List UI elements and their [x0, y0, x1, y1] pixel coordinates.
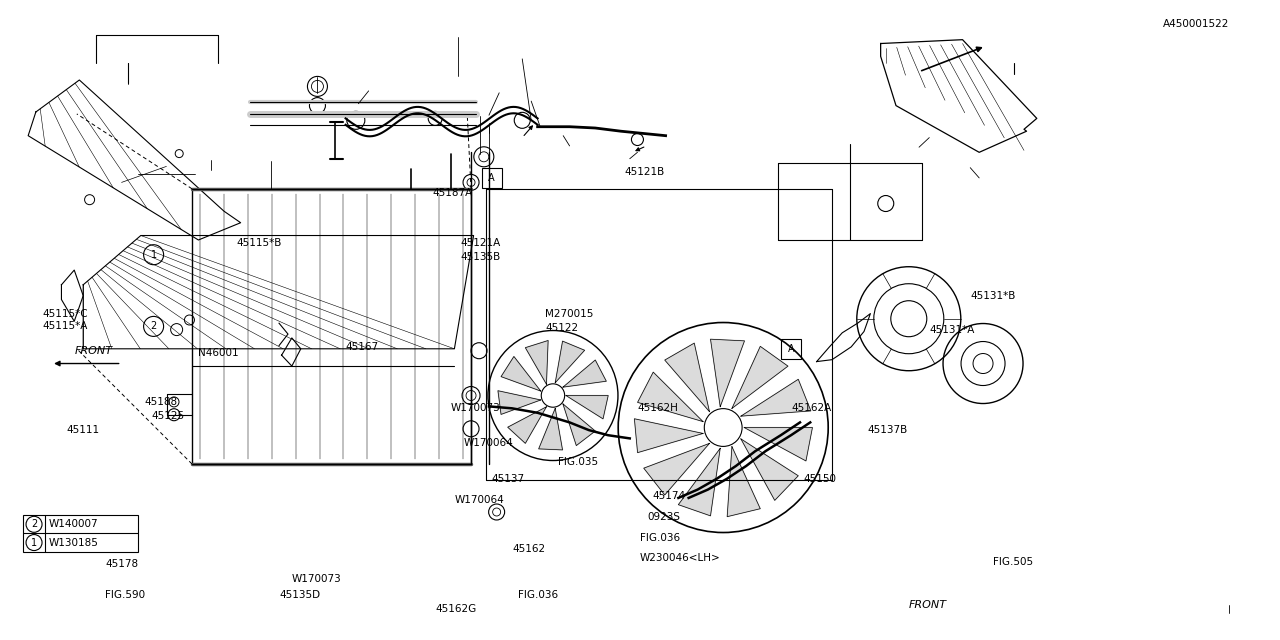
Text: 45162: 45162 — [512, 544, 545, 554]
Text: 45137: 45137 — [492, 474, 525, 484]
Text: FIG.036: FIG.036 — [518, 590, 558, 600]
Polygon shape — [741, 439, 799, 500]
Polygon shape — [556, 341, 585, 383]
Text: 45162A: 45162A — [791, 403, 831, 413]
Text: W170064: W170064 — [454, 495, 504, 506]
Text: 45115*A: 45115*A — [42, 321, 87, 332]
Text: N46001: N46001 — [198, 348, 239, 358]
Text: FIG.590: FIG.590 — [105, 590, 145, 600]
Text: W170073: W170073 — [292, 574, 342, 584]
Polygon shape — [664, 343, 709, 412]
Polygon shape — [710, 339, 745, 407]
Text: FIG.036: FIG.036 — [640, 532, 680, 543]
Polygon shape — [539, 408, 562, 450]
Text: M270015: M270015 — [545, 308, 594, 319]
Text: 45131*A: 45131*A — [929, 324, 974, 335]
Polygon shape — [498, 390, 540, 415]
Text: 2: 2 — [151, 321, 156, 332]
Text: A: A — [488, 173, 495, 183]
Text: 45125: 45125 — [151, 411, 184, 421]
Text: W170064: W170064 — [463, 438, 513, 448]
Polygon shape — [500, 356, 540, 391]
Text: 45137B: 45137B — [868, 425, 908, 435]
Polygon shape — [508, 407, 547, 444]
Polygon shape — [525, 340, 548, 384]
Text: 45174: 45174 — [653, 491, 686, 501]
Text: 45167: 45167 — [346, 342, 379, 352]
Text: 45115*C: 45115*C — [42, 308, 88, 319]
Text: 45111: 45111 — [67, 425, 100, 435]
Text: 0923S: 0923S — [648, 512, 681, 522]
Text: A: A — [787, 344, 795, 354]
Text: FRONT: FRONT — [909, 600, 947, 610]
Polygon shape — [732, 346, 788, 408]
Text: 45187A: 45187A — [433, 188, 472, 198]
Text: W170073: W170073 — [451, 403, 500, 413]
Polygon shape — [637, 372, 703, 422]
Text: 1: 1 — [31, 538, 37, 548]
Text: 45121B: 45121B — [625, 166, 664, 177]
Text: FIG.505: FIG.505 — [993, 557, 1033, 567]
Polygon shape — [566, 396, 608, 419]
Polygon shape — [563, 404, 595, 445]
Polygon shape — [678, 448, 721, 516]
FancyBboxPatch shape — [23, 515, 138, 552]
Text: 45115*B: 45115*B — [237, 238, 282, 248]
Text: 45162H: 45162H — [637, 403, 678, 413]
Text: 45178: 45178 — [105, 559, 138, 570]
Text: FIG.035: FIG.035 — [558, 457, 598, 467]
Polygon shape — [744, 428, 813, 461]
Polygon shape — [644, 444, 709, 495]
Text: 45131*B: 45131*B — [970, 291, 1015, 301]
Text: W130185: W130185 — [49, 538, 99, 548]
Text: 1: 1 — [151, 250, 156, 260]
Text: 45122: 45122 — [545, 323, 579, 333]
Text: 2: 2 — [31, 519, 37, 529]
Text: 45188: 45188 — [145, 397, 178, 407]
Polygon shape — [741, 380, 812, 416]
Text: W140007: W140007 — [49, 519, 99, 529]
Polygon shape — [635, 419, 703, 452]
Text: 45135D: 45135D — [279, 590, 320, 600]
Text: 45121A: 45121A — [461, 238, 500, 248]
Polygon shape — [727, 447, 760, 516]
Polygon shape — [563, 360, 607, 387]
Text: 45150: 45150 — [804, 474, 837, 484]
Text: A450001522: A450001522 — [1162, 19, 1229, 29]
Text: FRONT: FRONT — [74, 346, 113, 356]
Text: W230046<LH>: W230046<LH> — [640, 553, 721, 563]
Text: 45135B: 45135B — [461, 252, 500, 262]
Text: 45162G: 45162G — [435, 604, 476, 614]
